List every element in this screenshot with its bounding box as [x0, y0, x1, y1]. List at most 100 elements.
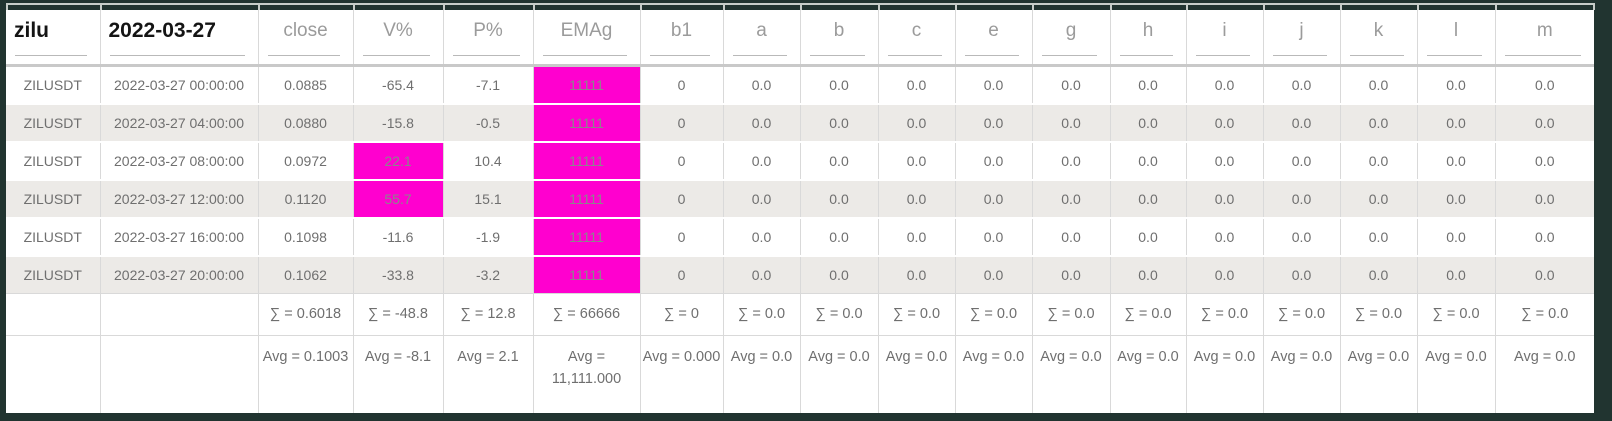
- cell-highlighted: 11111: [532, 64, 640, 104]
- screen: { "colors": { "highlight": "#ff00cf", "f…: [6, 3, 1595, 413]
- cell: -0.5: [442, 102, 533, 142]
- cell: 0.0: [954, 254, 1032, 293]
- cell: 0.0: [1262, 64, 1340, 104]
- cell: 0.0: [1185, 102, 1263, 142]
- cell: 0.0: [1109, 102, 1186, 142]
- column-header-close: close: [257, 3, 353, 65]
- cell-sum: ∑ = 66666: [532, 292, 640, 335]
- cell: 0.0: [877, 216, 955, 256]
- cell: 0.0972: [257, 140, 353, 180]
- column-header-m: m: [1494, 3, 1594, 65]
- cell-avg: Avg = 2.1: [442, 334, 533, 413]
- cell: 0: [639, 64, 723, 104]
- cell: 0.0: [1031, 216, 1110, 256]
- cell-sum: ∑ = 0.0: [799, 292, 878, 335]
- cell: 0.0: [1262, 216, 1340, 256]
- cell-sum: ∑ = 0.6018: [257, 292, 353, 335]
- cell: 0.0: [722, 216, 800, 256]
- cell-avg: Avg = 0.0: [722, 334, 800, 413]
- cell-highlighted: 55.7: [352, 178, 443, 218]
- cell-highlighted: 11111: [532, 178, 640, 218]
- cell: -33.8: [352, 254, 443, 293]
- cell-empty: [99, 334, 258, 413]
- cell: 0.0: [954, 140, 1032, 180]
- column-header-date: 2022-03-27: [99, 3, 258, 65]
- cell-avg: Avg = 0.000: [639, 334, 723, 413]
- cell: 0: [639, 178, 723, 218]
- cell: 0.0: [877, 140, 955, 180]
- column-header-zilu: zilu: [6, 3, 100, 65]
- column-header-c: c: [877, 3, 955, 65]
- cell: 0.0: [954, 64, 1032, 104]
- cell-avg: Avg = 0.0: [1109, 334, 1186, 413]
- cell: 0.0: [1031, 64, 1110, 104]
- cell: 0.0: [1262, 102, 1340, 142]
- cell-sum: ∑ = 0.0: [1494, 292, 1594, 335]
- cell: 0.0: [799, 64, 878, 104]
- cell: 0.0: [799, 102, 878, 142]
- column-header-k: k: [1339, 3, 1417, 65]
- cell: -1.9: [442, 216, 533, 256]
- cell: 0: [639, 216, 723, 256]
- cell: 0.0: [1185, 216, 1263, 256]
- cell-sum: ∑ = 0.0: [1416, 292, 1495, 335]
- cell: 0.0: [877, 254, 955, 293]
- cell: 0.0: [1494, 102, 1594, 142]
- column-header-g: g: [1031, 3, 1110, 65]
- cell: 0.0: [1031, 140, 1110, 180]
- column-header-b: b: [799, 3, 878, 65]
- cell: 0.0: [1109, 178, 1186, 218]
- cell: -3.2: [442, 254, 533, 293]
- cell-avg: Avg = 0.0: [1494, 334, 1594, 413]
- cell-sum: ∑ = 0: [639, 292, 723, 335]
- cell-empty: [6, 292, 100, 335]
- column-header-e: e: [954, 3, 1032, 65]
- cell: 0.0: [1109, 140, 1186, 180]
- cell-sum: ∑ = 0.0: [1031, 292, 1110, 335]
- cell: -11.6: [352, 216, 443, 256]
- cell-avg: Avg = 11,111.000: [532, 334, 640, 413]
- cell: 0.0: [1339, 140, 1417, 180]
- cell-sum: ∑ = 0.0: [1262, 292, 1340, 335]
- cell-avg: Avg = 0.0: [877, 334, 955, 413]
- cell-sum: ∑ = 0.0: [877, 292, 955, 335]
- cell-timestamp: 2022-03-27 08:00:00: [99, 140, 258, 180]
- cell: 10.4: [442, 140, 533, 180]
- cell: 0.0: [799, 254, 878, 293]
- cell: 0: [639, 140, 723, 180]
- cell: -7.1: [442, 64, 533, 104]
- cell: 0.1098: [257, 216, 353, 256]
- cell: 0.0: [722, 140, 800, 180]
- cell-empty: [99, 292, 258, 335]
- cell: 0.0: [1339, 64, 1417, 104]
- cell-highlighted: 11111: [532, 216, 640, 256]
- cell: 0.0: [799, 140, 878, 180]
- cell: 0.0: [1494, 140, 1594, 180]
- cell-symbol: ZILUSDT: [6, 178, 100, 218]
- cell: 0.0: [1109, 64, 1186, 104]
- cell: 0.0: [1031, 102, 1110, 142]
- cell-avg: Avg = 0.1003: [257, 334, 353, 413]
- cell: 0.0: [954, 216, 1032, 256]
- cell-avg: Avg = 0.0: [1262, 334, 1340, 413]
- cell: 0.0: [1185, 140, 1263, 180]
- cell-symbol: ZILUSDT: [6, 102, 100, 142]
- cell-empty: [6, 334, 100, 413]
- cell: 0.0: [954, 102, 1032, 142]
- cell-symbol: ZILUSDT: [6, 64, 100, 104]
- cell: 0.0: [877, 102, 955, 142]
- cell: 0.0: [1416, 254, 1495, 293]
- cell-timestamp: 2022-03-27 04:00:00: [99, 102, 258, 142]
- cell: 0.0: [722, 178, 800, 218]
- column-header-vpct: V%: [352, 3, 443, 65]
- cell: 0.0: [1416, 178, 1495, 218]
- cell: 0.0: [877, 178, 955, 218]
- cell: 0.0: [1031, 254, 1110, 293]
- cell-symbol: ZILUSDT: [6, 140, 100, 180]
- column-header-ppct: P%: [442, 3, 533, 65]
- table-container: zilu 2022-03-27 close V% P% EMAg b1 a b …: [6, 3, 1595, 413]
- cell: 0.0: [722, 102, 800, 142]
- column-header-h: h: [1109, 3, 1186, 65]
- table-row: ZILUSDT 2022-03-27 00:00:00 0.0885 -65.4…: [6, 64, 1594, 104]
- cell: 0.0: [799, 216, 878, 256]
